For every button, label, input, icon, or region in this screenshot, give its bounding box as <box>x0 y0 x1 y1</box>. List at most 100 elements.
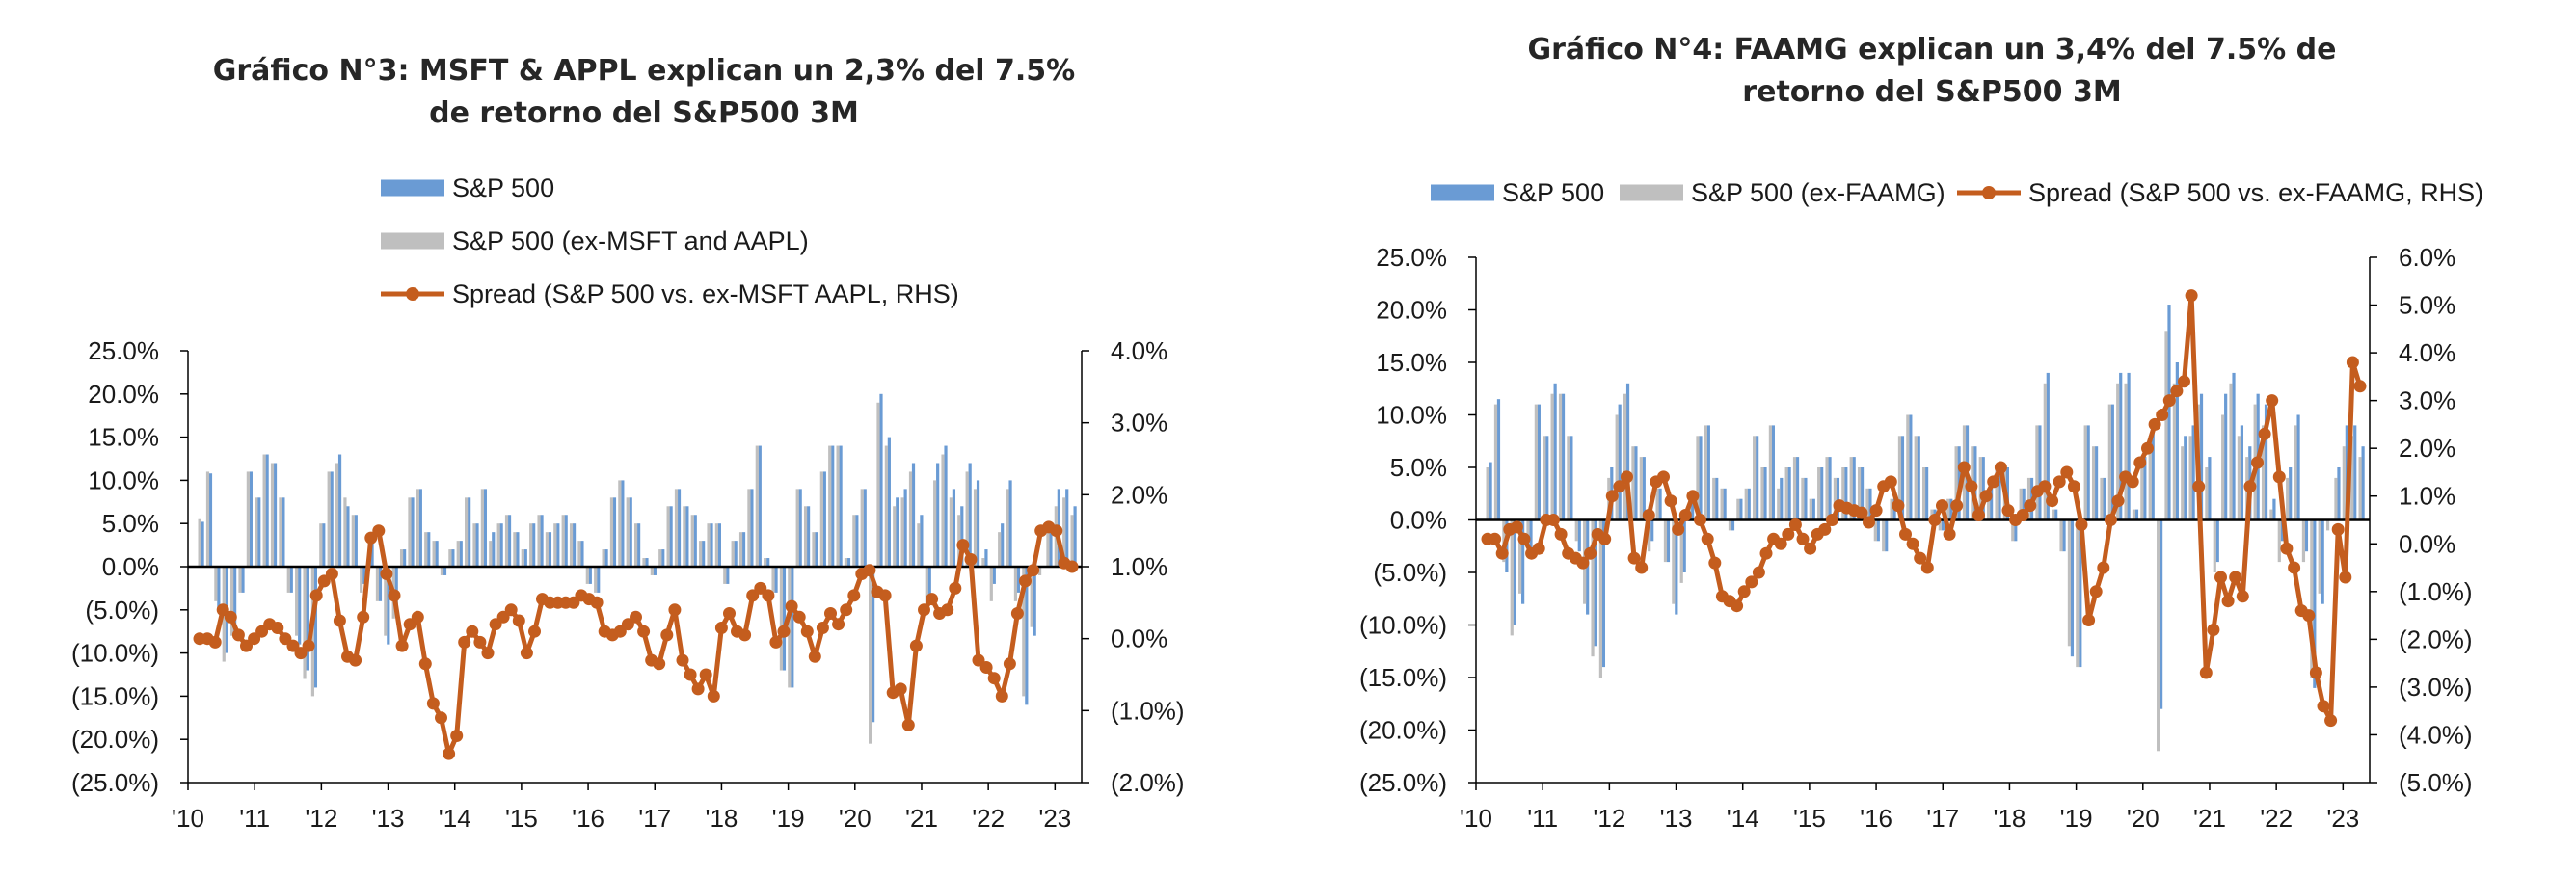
sp500-bar <box>249 471 253 567</box>
sp500-bar <box>984 549 988 567</box>
ex-bar <box>1648 519 1651 552</box>
sp500-bar <box>273 463 278 567</box>
ex-bar <box>1841 467 1845 520</box>
ex-bar <box>2277 519 2281 563</box>
sp500-bar <box>1016 567 1021 593</box>
sp500-bar <box>306 567 309 671</box>
ex-bar <box>1493 404 1498 520</box>
sp500-bar <box>806 506 811 567</box>
sp500-bar <box>468 497 471 567</box>
sp500-bar <box>2289 467 2293 520</box>
ex-bar <box>836 445 840 567</box>
left-tick-label: 5.0% <box>1390 453 1447 482</box>
spread-point <box>231 628 245 642</box>
sp500-bar <box>313 567 318 688</box>
sp500-bar <box>879 393 883 567</box>
sp500-bar <box>1577 519 1581 552</box>
spread-point <box>1884 475 1897 489</box>
ex-bar <box>1486 467 1489 520</box>
left-tick-label: 20.0% <box>88 380 159 409</box>
spread-point <box>676 653 689 667</box>
ex-bar <box>1817 467 1821 520</box>
ex-bar <box>771 567 775 593</box>
spread-point <box>1899 527 1912 541</box>
right-tick-label: 5.0% <box>2399 291 2455 320</box>
sp500-bar <box>1601 519 1606 668</box>
sp500-bar <box>629 497 632 567</box>
ex-bar <box>2076 519 2080 668</box>
spread-point <box>2251 456 2264 469</box>
sp500-bar <box>532 523 536 567</box>
sp500-bar <box>1545 436 1549 520</box>
sp500-bar <box>1852 457 1856 520</box>
spread-point <box>878 589 892 602</box>
ex-bar <box>246 471 250 567</box>
ex-bar <box>812 532 816 567</box>
ex-bar <box>1792 457 1797 520</box>
spread-point <box>2133 456 2147 469</box>
sp500-bar <box>2208 457 2212 520</box>
sp500-bar <box>927 567 931 601</box>
sp500-bar <box>2134 509 2139 520</box>
ex-bar <box>1037 567 1042 575</box>
sp500-bar <box>362 567 366 584</box>
ex-bar <box>2294 425 2297 520</box>
sp500-bar <box>2175 362 2179 520</box>
spread-point <box>2346 356 2359 369</box>
spread-point <box>395 639 409 652</box>
sp500-bar <box>1820 467 1824 520</box>
sp500-bar <box>1787 467 1791 520</box>
legend-swatch-sp500 <box>381 179 444 197</box>
ex-bar <box>1938 519 1942 531</box>
ex-bar <box>2261 425 2266 520</box>
left-tick-label: (10.0%) <box>1359 611 1447 640</box>
spread-point <box>2170 385 2184 398</box>
left-tick-label: 15.0% <box>1376 348 1447 377</box>
sp500-bar <box>2272 498 2276 520</box>
ex-bar <box>1897 436 1902 520</box>
spread-point <box>325 568 338 580</box>
sp500-bar <box>1033 567 1036 636</box>
ex-bar <box>1550 393 1554 520</box>
ex-bar <box>335 463 339 567</box>
sp500-bar <box>1756 436 1759 520</box>
sp500-bar <box>815 532 818 567</box>
spread-point <box>411 610 424 624</box>
sp500-bar <box>1747 488 1751 520</box>
spread-point <box>941 603 954 617</box>
spread-point <box>1708 556 1722 570</box>
spread-point <box>435 711 447 725</box>
ex-bar <box>884 445 888 567</box>
sp500-bar <box>645 558 649 567</box>
sp500-bar <box>241 567 245 593</box>
sp500-bar <box>2014 519 2018 542</box>
left-tick-label: 25.0% <box>1376 243 1447 272</box>
x-tick-label: '16 <box>1860 804 1892 833</box>
ex-bar <box>908 471 913 567</box>
ex-bar <box>2148 436 2152 520</box>
sp500-bar <box>612 497 617 567</box>
ex-bar <box>1679 519 1683 583</box>
ex-bar <box>2052 509 2055 520</box>
sp500-bar <box>564 515 568 567</box>
spread-point <box>1825 514 1838 526</box>
legend-label: S&P 500 (ex-MSFT and AAPL) <box>452 226 809 255</box>
sp500-bar <box>580 541 584 567</box>
spread-point <box>949 581 962 595</box>
spread-point <box>2317 700 2330 713</box>
sp500-bar <box>2119 372 2123 520</box>
sp500-bar <box>2353 425 2357 520</box>
sp500-bar <box>1795 457 1800 520</box>
spread-point <box>1613 480 1626 493</box>
spread-point <box>2024 499 2037 513</box>
sp500-bar <box>1763 467 1767 520</box>
ex-bar <box>925 567 928 610</box>
sp500-bar <box>1715 477 1719 520</box>
spread-point <box>995 689 1008 703</box>
ex-bar <box>658 549 662 567</box>
spread-point <box>824 607 837 620</box>
ex-bar <box>448 549 452 567</box>
ex-bar <box>545 532 550 567</box>
spread-point <box>1804 542 1817 555</box>
sp500-bar <box>556 523 560 567</box>
